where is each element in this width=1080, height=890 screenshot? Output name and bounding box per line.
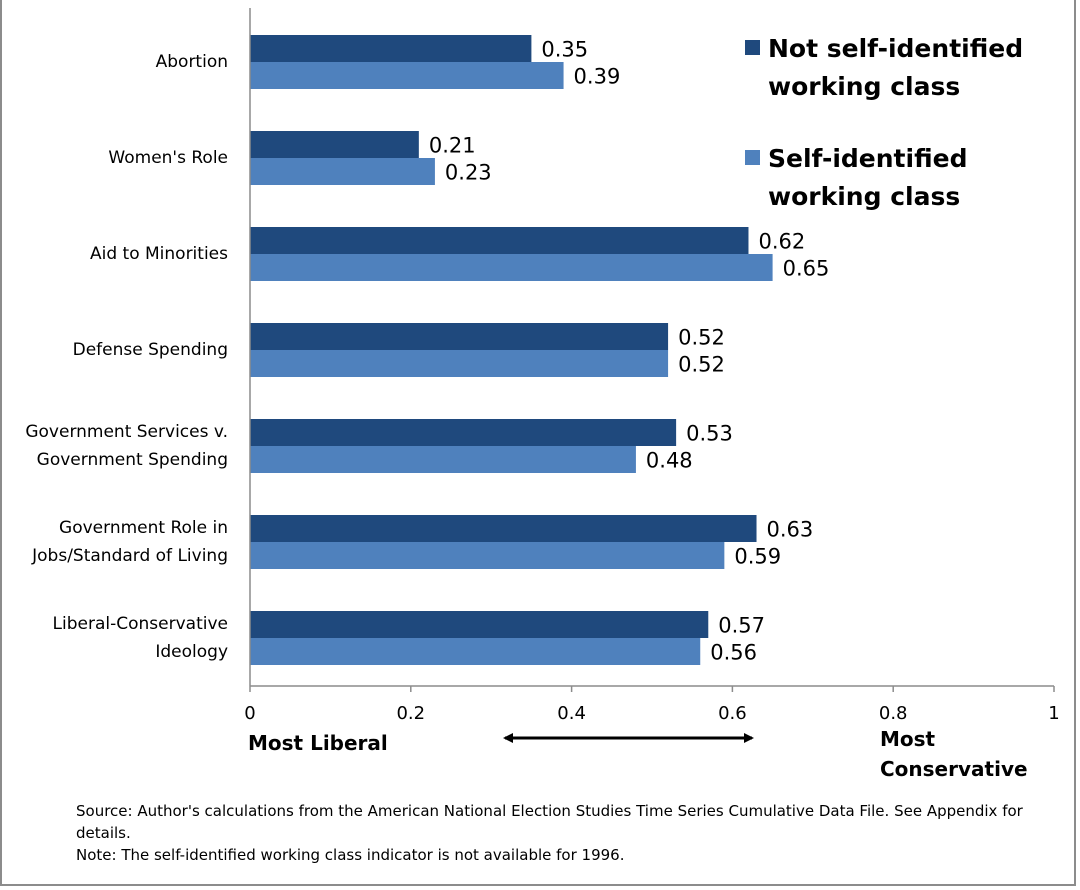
value-label-defense-spending-series-1: 0.52 — [678, 326, 725, 350]
value-label-liberal-conservative-ideology-series-2: 0.56 — [710, 641, 757, 665]
x-tick-label: 0.6 — [718, 703, 747, 724]
bar-women-s-role-series-2 — [250, 158, 435, 185]
bar-government-role-in-jobs-standard-of-living-series-1 — [250, 515, 757, 542]
bar-women-s-role-series-1 — [250, 131, 419, 158]
category-label-women-s-role: Women's Role — [108, 148, 228, 168]
x-tick-label: 0.2 — [396, 703, 425, 724]
value-label-women-s-role-series-2: 0.23 — [445, 161, 492, 185]
value-label-abortion-series-2: 0.39 — [574, 65, 621, 89]
legend-item-not-working-class: Not self-identified working class — [745, 30, 1058, 106]
bar-government-role-in-jobs-standard-of-living-series-2 — [250, 542, 725, 569]
value-label-government-role-in-jobs-standard-of-living-series-1: 0.63 — [767, 518, 814, 542]
value-label-government-services-v-government-spending-series-1: 0.53 — [686, 422, 733, 446]
category-label-government-role-in-jobs-standard-of-living: Government Role in Jobs/Standard of Livi… — [32, 518, 228, 566]
category-label-defense-spending: Defense Spending — [72, 340, 228, 360]
source-note: Source: Author's calculations from the A… — [76, 802, 1023, 842]
bar-government-services-v-government-spending-series-2 — [250, 446, 636, 473]
legend-label: Not self-identified working class — [768, 34, 1024, 101]
value-label-women-s-role-series-1: 0.21 — [429, 134, 476, 158]
category-label-aid-to-minorities: Aid to Minorities — [89, 244, 228, 264]
bar-abortion-series-2 — [250, 62, 564, 89]
axis-label-most-liberal: Most Liberal — [248, 731, 388, 755]
legend-label: Self-identified working class — [768, 144, 968, 211]
x-tick-label: 1 — [1048, 703, 1059, 724]
value-label-aid-to-minorities-series-1: 0.62 — [758, 230, 805, 254]
axis-label-most-conservative: Most Conservative — [880, 727, 1028, 781]
category-label-government-services-v-government-spending: Government Services v. Government Spendi… — [25, 422, 228, 470]
bar-aid-to-minorities-series-2 — [250, 254, 773, 281]
category-label-abortion: Abortion — [155, 52, 228, 72]
bar-liberal-conservative-ideology-series-1 — [250, 611, 709, 638]
legend-swatch — [745, 150, 760, 165]
bar-aid-to-minorities-series-1 — [250, 227, 749, 254]
value-label-government-role-in-jobs-standard-of-living-series-2: 0.59 — [734, 545, 781, 569]
bar-defense-spending-series-2 — [250, 350, 669, 377]
category-label-liberal-conservative-ideology: Liberal-Conservative Ideology — [52, 614, 228, 662]
availability-note: Note: The self-identified working class … — [76, 846, 625, 864]
bar-defense-spending-series-1 — [250, 323, 669, 350]
value-label-aid-to-minorities-series-2: 0.65 — [783, 257, 830, 281]
bar-abortion-series-1 — [250, 35, 532, 62]
x-tick-label: 0.8 — [879, 703, 908, 724]
x-tick-label: 0.4 — [557, 703, 586, 724]
value-label-government-services-v-government-spending-series-2: 0.48 — [646, 449, 693, 473]
legend-item-working-class: Self-identified working class — [745, 140, 1058, 216]
value-label-liberal-conservative-ideology-series-1: 0.57 — [718, 614, 765, 638]
bar-government-services-v-government-spending-series-1 — [250, 419, 677, 446]
x-tick-label: 0 — [244, 703, 255, 724]
bar-liberal-conservative-ideology-series-2 — [250, 638, 701, 665]
legend-swatch — [745, 40, 760, 55]
value-label-abortion-series-1: 0.35 — [541, 38, 588, 62]
chart-notes: Source: Author's calculations from the A… — [76, 800, 1036, 866]
value-label-defense-spending-series-2: 0.52 — [678, 353, 725, 377]
